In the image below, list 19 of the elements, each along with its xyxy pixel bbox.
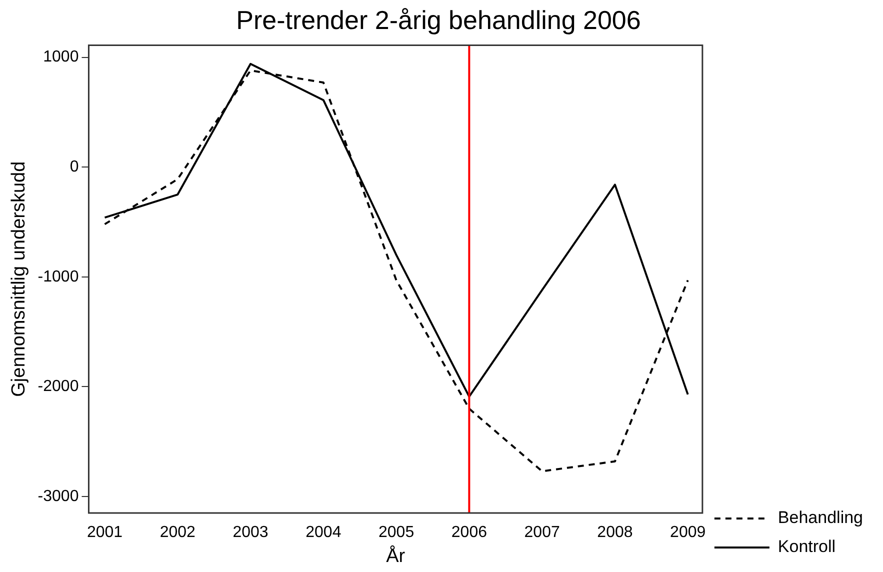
y-tick-label: 1000 [43, 48, 79, 66]
x-tick-label: 2006 [451, 524, 488, 542]
y-tick-label: 0 [70, 158, 79, 176]
x-axis-title: År [386, 544, 406, 567]
x-tick-label: 2004 [306, 524, 342, 542]
x-tick-label: 2003 [232, 524, 268, 542]
x-tick-label: 2009 [670, 524, 706, 542]
y-tick-label: -2000 [38, 378, 79, 396]
chart-title: Pre-trender 2-årig behandling 2006 [236, 4, 641, 35]
x-tick-label: 2005 [378, 524, 414, 542]
y-tick-label: -3000 [38, 488, 79, 505]
x-tick-label: 2002 [160, 524, 196, 542]
x-tick-label: 2008 [597, 524, 633, 542]
y-tick-label: -1000 [38, 268, 79, 286]
y-axis-title: Gjennomsnittlig underskudd [8, 161, 30, 397]
x-tick-label: 2001 [86, 524, 123, 542]
legend-label: Kontroll [778, 537, 836, 556]
x-tick-label: 2007 [524, 524, 560, 542]
legend-label: Behandling [778, 508, 864, 528]
